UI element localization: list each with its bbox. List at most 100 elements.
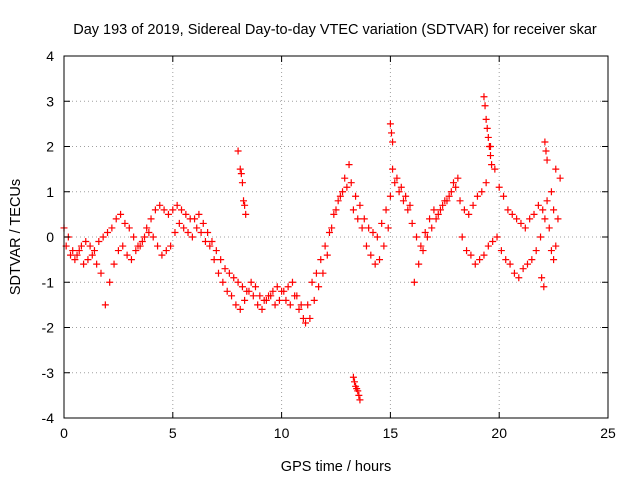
data-point	[319, 269, 327, 277]
data-point	[241, 296, 249, 304]
data-point	[426, 215, 434, 223]
data-point	[80, 260, 88, 268]
data-point	[230, 274, 238, 282]
data-point	[367, 251, 375, 259]
data-point	[341, 174, 349, 182]
data-point	[275, 296, 283, 304]
data-point	[365, 224, 373, 232]
data-point	[321, 242, 329, 250]
data-point	[110, 260, 118, 268]
data-point	[436, 206, 444, 214]
data-point	[206, 242, 214, 250]
data-point	[201, 238, 209, 246]
data-point	[384, 224, 392, 232]
data-point	[488, 161, 496, 169]
data-point	[358, 224, 366, 232]
data-point	[156, 201, 164, 209]
data-point	[547, 247, 555, 255]
data-point	[317, 256, 325, 264]
data-point	[149, 233, 157, 241]
data-point	[106, 278, 114, 286]
x-tick-label: 25	[600, 425, 616, 441]
data-point	[328, 224, 336, 232]
data-point	[352, 192, 360, 200]
data-point	[293, 292, 301, 300]
data-point	[145, 228, 153, 236]
data-point	[397, 183, 405, 191]
data-point	[273, 283, 281, 291]
data-point	[138, 238, 146, 246]
data-point	[469, 201, 477, 209]
data-point	[199, 219, 207, 227]
data-point	[476, 256, 484, 264]
data-point	[334, 197, 342, 205]
data-point	[173, 201, 181, 209]
data-point	[456, 197, 464, 205]
data-point	[347, 179, 355, 187]
data-point	[147, 215, 155, 223]
data-point	[184, 228, 192, 236]
data-point	[117, 210, 125, 218]
data-point	[75, 247, 83, 255]
data-point	[167, 242, 175, 250]
data-point	[67, 251, 75, 259]
data-point	[336, 192, 344, 200]
data-point	[360, 215, 368, 223]
data-point	[101, 301, 109, 309]
data-point	[552, 242, 560, 250]
data-point	[465, 210, 473, 218]
data-point	[354, 387, 362, 395]
data-point	[256, 292, 264, 300]
y-tick-labels: -4 -3 -2 -1 0 1 2 3 4	[42, 48, 55, 426]
x-axis-label: GPS time / hours	[281, 459, 391, 475]
data-point	[208, 238, 216, 246]
data-point	[136, 242, 144, 250]
data-point	[343, 183, 351, 191]
data-point	[354, 215, 362, 223]
data-point	[223, 287, 231, 295]
x-tick-label: 10	[274, 425, 290, 441]
data-point	[399, 197, 407, 205]
data-point	[408, 219, 416, 227]
data-point	[212, 247, 220, 255]
data-point	[483, 124, 491, 132]
data-point	[114, 247, 122, 255]
data-point	[175, 219, 183, 227]
data-point	[225, 269, 233, 277]
data-point	[517, 219, 525, 227]
data-point	[71, 256, 79, 264]
data-point	[356, 201, 364, 209]
data-point	[541, 215, 549, 223]
data-point	[513, 215, 521, 223]
data-point	[417, 242, 425, 250]
data-point	[69, 247, 77, 255]
data-point	[506, 260, 514, 268]
data-point	[97, 269, 105, 277]
data-point	[471, 260, 479, 268]
data-point	[178, 206, 186, 214]
tick-marks	[63, 55, 609, 419]
data-point	[539, 206, 547, 214]
data-point	[236, 305, 244, 313]
data-point	[500, 192, 508, 200]
data-point	[234, 278, 242, 286]
data-point	[467, 251, 475, 259]
data-point	[391, 179, 399, 187]
data-point	[356, 396, 364, 404]
data-point	[242, 210, 250, 218]
data-point	[99, 233, 107, 241]
data-point	[386, 120, 394, 128]
data-point	[282, 296, 290, 304]
data-point	[297, 301, 305, 309]
data-point	[141, 233, 149, 241]
scatter-points	[60, 93, 564, 404]
data-point	[197, 228, 205, 236]
data-point	[269, 287, 277, 295]
data-point	[382, 206, 390, 214]
data-point	[254, 301, 262, 309]
data-point	[480, 251, 488, 259]
data-point	[410, 278, 418, 286]
data-point	[284, 283, 292, 291]
data-point	[510, 269, 518, 277]
data-point	[349, 206, 357, 214]
